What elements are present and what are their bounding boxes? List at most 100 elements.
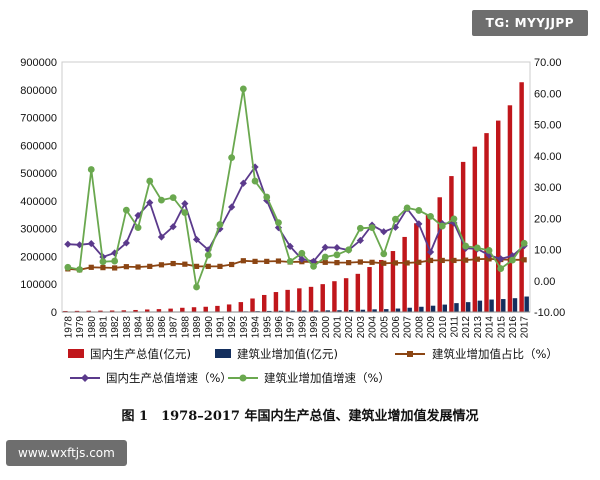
- bar-gdp: [191, 307, 197, 312]
- share-point: [474, 256, 480, 262]
- share-point: [451, 257, 457, 264]
- construction-growth-point: [111, 257, 119, 265]
- x-tick-label: 2008: [414, 316, 425, 339]
- bar-gdp: [74, 310, 80, 312]
- construction-growth-point: [99, 258, 107, 266]
- bar-construction: [477, 300, 483, 312]
- right-tick-label: 30.00: [534, 182, 562, 194]
- x-tick-label: 1989: [192, 316, 203, 339]
- bar-gdp: [133, 309, 138, 312]
- left-axis-ticks: 0 100000 200000 300000 400000 500000 600000 700…: [20, 57, 57, 319]
- bar-gdp: [180, 307, 185, 312]
- gdp-growth-point: [286, 242, 294, 250]
- construction-growth-point: [368, 224, 376, 232]
- x-tick-label: 1991: [215, 316, 226, 339]
- x-tick-label: 1987: [169, 316, 180, 339]
- left-tick-label: 200000: [20, 251, 57, 263]
- gdp-growth-point: [497, 255, 505, 263]
- gdp-growth-point: [415, 220, 423, 228]
- bar-construction: [524, 296, 529, 312]
- construction-growth-point: [509, 256, 516, 264]
- share-point: [100, 265, 106, 271]
- gdp-growth-point: [485, 251, 493, 259]
- bar-gdp: [507, 105, 513, 312]
- gdp-growth-point: [64, 240, 72, 248]
- x-tick-label: 1981: [98, 316, 109, 339]
- bar-gdp: [355, 273, 361, 312]
- x-tick-label: 2009: [426, 316, 437, 339]
- share-point: [404, 260, 410, 266]
- right-tick-label: 0.00: [534, 276, 555, 288]
- x-tick-label: 2012: [461, 316, 472, 339]
- construction-growth-point: [286, 257, 294, 265]
- share-point: [521, 257, 527, 263]
- right-tick-label: -10.00: [534, 307, 565, 319]
- bar-construction: [337, 310, 342, 312]
- x-tick-label: 2003: [356, 316, 367, 339]
- construction-growth-point: [497, 265, 505, 272]
- construction-growth-point: [356, 224, 364, 232]
- bar-gdp: [437, 197, 442, 312]
- construction-growth-point: [216, 221, 224, 228]
- bar-gdp: [460, 161, 466, 312]
- construction-growth-point: [169, 194, 177, 202]
- bar-construction: [372, 309, 377, 312]
- bar-construction: [348, 310, 354, 312]
- x-tick-label: 1988: [180, 316, 191, 339]
- share-point: [170, 260, 176, 267]
- legend-swatch-gdp: [68, 349, 84, 358]
- share-point: [264, 258, 270, 264]
- right-tick-label: 60.00: [534, 88, 562, 100]
- construction-growth-point: [193, 283, 200, 291]
- x-tick-label: 2017: [520, 316, 531, 339]
- bar-construction: [501, 299, 506, 312]
- left-tick-label: 700000: [20, 113, 57, 125]
- bar-construction: [512, 298, 518, 312]
- bar-construction: [360, 309, 366, 312]
- share-point: [158, 262, 165, 268]
- share-point: [252, 258, 258, 264]
- construction-growth-point: [122, 206, 130, 214]
- x-tick-label: 1979: [75, 316, 86, 339]
- construction-growth-point: [427, 212, 434, 220]
- construction-growth-point: [438, 222, 446, 230]
- left-tick-label: 500000: [20, 168, 57, 180]
- x-tick-label: 2005: [379, 316, 390, 339]
- left-tick-label: 800000: [20, 85, 57, 97]
- bar-gdp: [285, 289, 290, 312]
- x-tick-label: 2011: [449, 316, 460, 338]
- legend-label-gdp: 国内生产总值(亿元): [90, 347, 191, 361]
- bar-construction: [465, 302, 471, 312]
- bar-gdp: [472, 146, 478, 312]
- x-tick-label: 1984: [134, 316, 145, 339]
- x-tick-label: 2014: [485, 316, 496, 339]
- share-point: [427, 257, 434, 264]
- gdp-growth-point: [169, 223, 177, 231]
- share-point: [416, 259, 422, 265]
- legend: 国内生产总值(亿元) 建筑业增加值(亿元) 建筑业增加值占比（%） 国内生产总值…: [68, 347, 558, 385]
- bar-gdp: [379, 259, 384, 312]
- share-point: [322, 259, 328, 265]
- bar-construction: [384, 309, 389, 312]
- x-tick-label: 2006: [391, 316, 402, 339]
- construction-growth-point: [462, 242, 470, 250]
- construction-growth-point: [485, 247, 493, 254]
- bar-construction: [419, 306, 424, 312]
- x-tick-label: 1980: [87, 316, 98, 339]
- gdp-growth-point: [228, 203, 236, 211]
- gdp-growth-point: [157, 233, 166, 241]
- construction-growth-point: [275, 219, 282, 227]
- gdp-growth-point: [87, 239, 95, 248]
- share-point: [439, 257, 445, 264]
- construction-growth-point: [158, 196, 165, 204]
- gdp-growth-point: [146, 199, 154, 207]
- x-tick-label: 1994: [251, 316, 262, 339]
- x-tick-label: 1999: [309, 316, 320, 339]
- construction-growth-point: [76, 266, 83, 273]
- share-point: [275, 258, 282, 264]
- bar-gdp: [343, 278, 349, 312]
- x-tick-label: 2010: [438, 316, 449, 339]
- share-point: [334, 260, 340, 266]
- bar-construction: [442, 304, 447, 312]
- construction-growth-point: [87, 166, 95, 173]
